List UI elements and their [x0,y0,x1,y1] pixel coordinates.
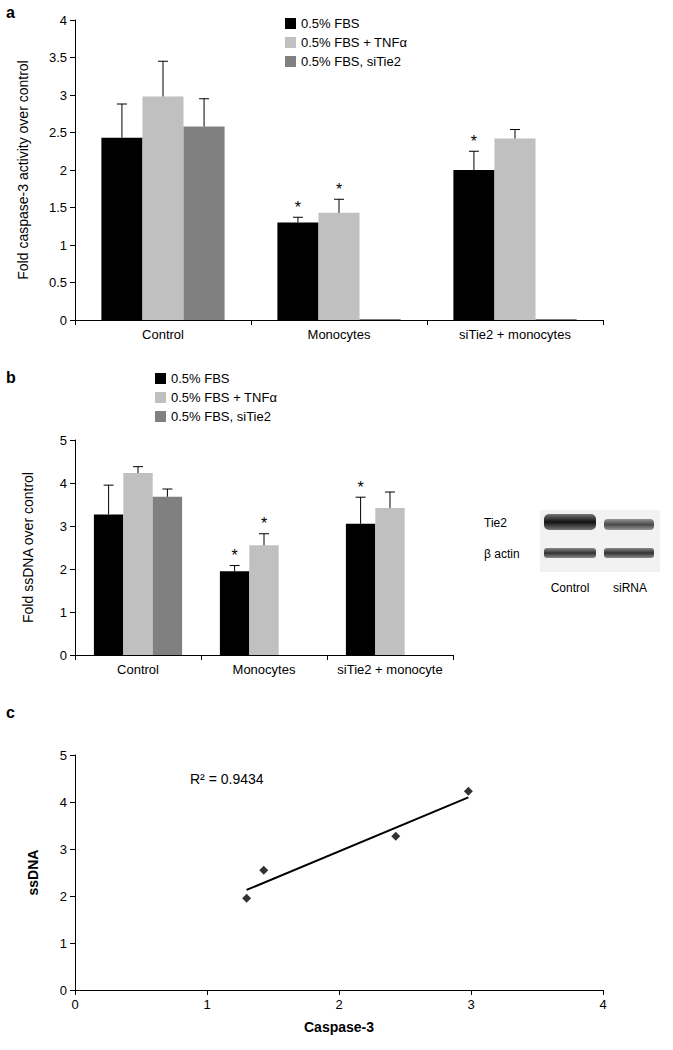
svg-text:2: 2 [60,163,67,178]
svg-text:0: 0 [60,983,67,998]
svg-text:Monocytes: Monocytes [308,327,371,342]
svg-text:*: * [336,181,342,198]
svg-text:siRNA: siRNA [613,581,647,595]
svg-text:2: 2 [335,997,342,1012]
svg-text:c: c [6,704,15,721]
svg-text:5: 5 [60,748,67,763]
svg-text:0.5% FBS, siTie2: 0.5% FBS, siTie2 [301,54,401,69]
svg-text:0.5% FBS: 0.5% FBS [301,16,360,31]
svg-text:β actin: β actin [484,547,520,561]
svg-text:*: * [231,547,237,564]
svg-text:*: * [295,199,301,216]
svg-text:Control: Control [117,662,159,677]
svg-text:b: b [6,369,16,386]
svg-text:1: 1 [60,605,67,620]
svg-text:4: 4 [60,13,67,28]
svg-text:siTie2 + monocyte: siTie2 + monocyte [337,662,442,677]
svg-text:siTie2 + monocytes: siTie2 + monocytes [459,327,571,342]
svg-text:Control: Control [142,327,184,342]
svg-text:3: 3 [60,842,67,857]
svg-text:4: 4 [60,795,67,810]
svg-text:4: 4 [599,997,606,1012]
svg-text:0.5% FBS + TNFα: 0.5% FBS + TNFα [301,35,407,50]
svg-text:3: 3 [467,997,474,1012]
svg-text:2: 2 [60,889,67,904]
svg-text:3: 3 [60,519,67,534]
svg-text:ssDNA: ssDNA [25,850,41,896]
svg-text:R² = 0.9434: R² = 0.9434 [190,771,264,787]
svg-text:3.5: 3.5 [49,50,67,65]
svg-text:*: * [357,479,363,496]
svg-text:*: * [261,515,267,532]
svg-text:4: 4 [60,476,67,491]
svg-text:1: 1 [60,936,67,951]
svg-text:0: 0 [60,648,67,663]
svg-text:Tie2: Tie2 [484,516,507,530]
svg-text:1.5: 1.5 [49,200,67,215]
svg-text:3: 3 [60,88,67,103]
svg-text:2.5: 2.5 [49,125,67,140]
svg-text:0.5% FBS: 0.5% FBS [171,371,230,386]
svg-text:*: * [471,133,477,150]
svg-text:1: 1 [203,997,210,1012]
svg-text:0: 0 [71,997,78,1012]
svg-text:0: 0 [60,313,67,328]
svg-text:Fold caspase-3 activity over c: Fold caspase-3 activity over control [15,60,31,279]
svg-text:a: a [6,4,15,21]
svg-text:0.5: 0.5 [49,275,67,290]
svg-text:Caspase-3: Caspase-3 [304,1019,374,1035]
svg-text:Monocytes: Monocytes [233,662,296,677]
svg-text:Fold ssDNA over control: Fold ssDNA over control [20,472,36,623]
svg-text:1: 1 [60,238,67,253]
svg-text:Control: Control [551,581,590,595]
svg-text:0.5% FBS + TNFα: 0.5% FBS + TNFα [171,390,277,405]
svg-text:5: 5 [60,433,67,448]
svg-text:2: 2 [60,562,67,577]
svg-text:0.5% FBS, siTie2: 0.5% FBS, siTie2 [171,409,271,424]
